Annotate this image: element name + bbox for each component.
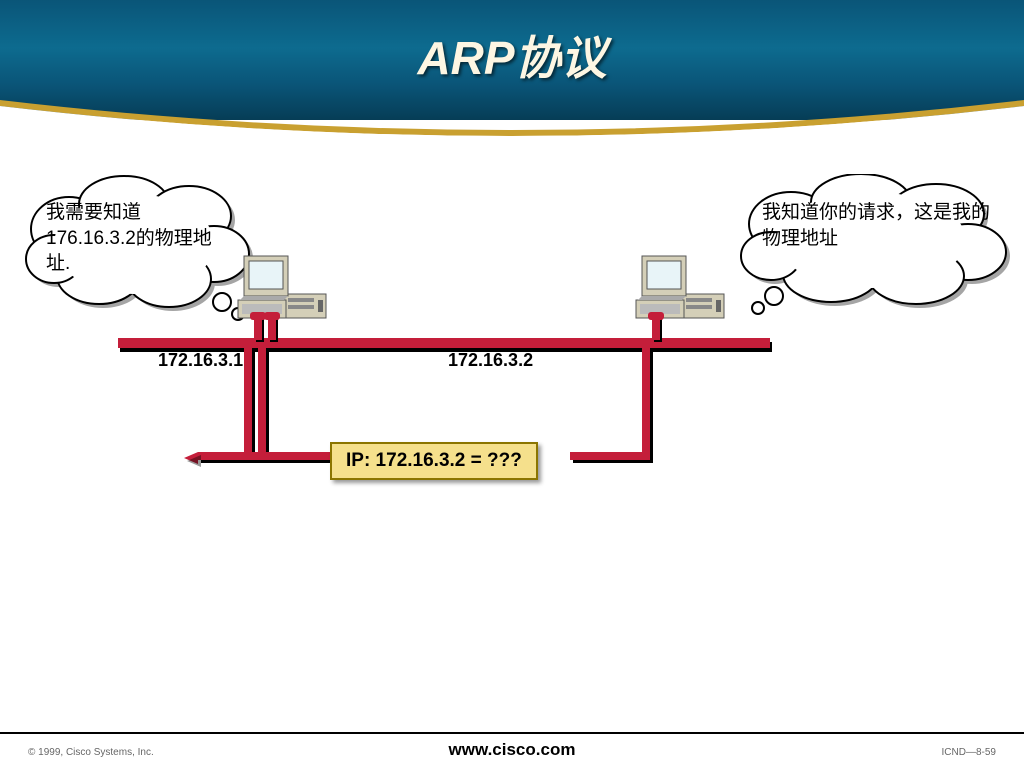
header-curve — [0, 100, 1024, 160]
footer-url: www.cisco.com — [0, 740, 1024, 760]
drop-cap — [264, 312, 280, 320]
cloud-left-text: 我需要知道176.16.3.2的物理地址. — [46, 200, 226, 277]
computer-left-icon — [230, 250, 330, 328]
computer-right-icon — [628, 250, 728, 328]
drop-cap — [648, 312, 664, 320]
footer-page: ICND—8-59 — [942, 747, 996, 758]
cloud-right-text: 我知道你的请求，这是我的物理地址 — [762, 200, 990, 251]
arp-query-box: IP: 172.16.3.2 = ??? — [330, 442, 538, 480]
slide-title: ARP协议 — [0, 22, 1024, 88]
footer-divider — [0, 732, 1024, 734]
